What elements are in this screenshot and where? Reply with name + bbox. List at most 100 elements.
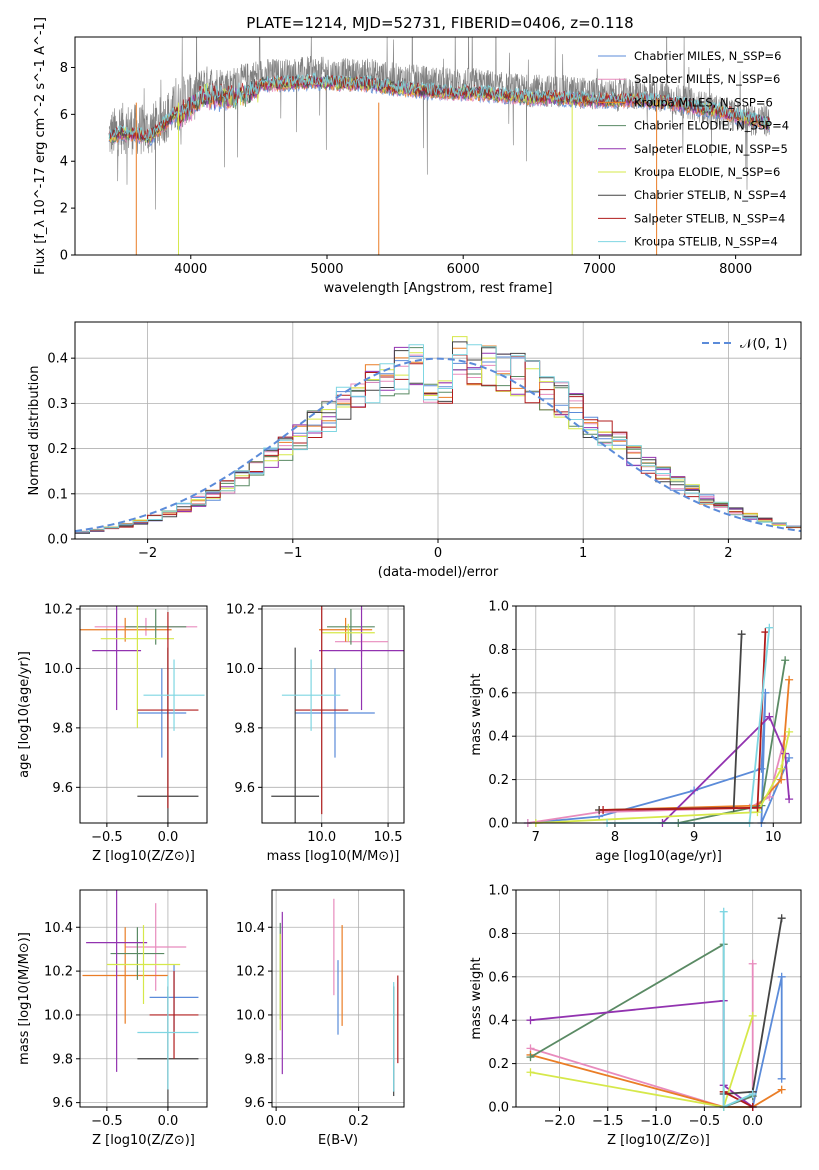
y-tick-label: 0.8	[488, 643, 509, 658]
age-vs-Z-frame	[79, 605, 208, 824]
y-tick-label: 10.2	[236, 965, 265, 980]
x-tick-label: 6000	[447, 262, 480, 277]
x-axis-label: age [log10(age/yr)]	[595, 849, 722, 864]
x-tick-label: 4000	[174, 262, 207, 277]
series-marker	[737, 630, 746, 639]
error-bar-point	[321, 623, 375, 642]
x-tick-label: 9	[690, 830, 698, 845]
y-tick-label: 1.0	[488, 600, 509, 615]
y-tick-label: 9.8	[234, 721, 255, 736]
y-tick-label: 0.6	[488, 686, 509, 701]
series-marker	[765, 712, 774, 721]
error-bar-point	[319, 606, 404, 711]
series-marker	[599, 805, 608, 814]
error-bar-point	[92, 606, 142, 711]
x-tick-label: 0.2	[348, 1114, 369, 1129]
series-marker	[748, 1011, 757, 1020]
error-bar-point	[137, 668, 187, 758]
axes-mass-weight-vs-Z: −2.0 −1.5 −1.0 −0.5 0.0 0.0 0.2 0.4 0.6 0.8 1.0	[488, 884, 801, 1129]
series-marker	[777, 775, 786, 784]
x-axis-label: E(B-V)	[318, 1133, 358, 1148]
x-tick-label: 0	[434, 546, 442, 561]
x-tick-label: 0.0	[266, 1114, 287, 1129]
mass-vs-EBV-frame	[271, 889, 405, 1108]
series-marker	[777, 1085, 786, 1094]
error-bar-point	[100, 606, 175, 728]
series-line-8	[723, 1091, 754, 1108]
y-tick-label: 9.8	[52, 721, 73, 736]
error-bar-point	[271, 647, 320, 823]
error-bar-point	[327, 608, 375, 645]
age-vs-mass-plot	[271, 606, 404, 823]
x-tick-label: 0.0	[742, 1114, 763, 1129]
series-marker	[777, 914, 786, 923]
histogram-9	[75, 344, 801, 539]
model-line-9	[108, 71, 770, 142]
error-bar-point	[281, 659, 341, 731]
series-marker	[781, 656, 790, 665]
error-bar-point	[82, 927, 168, 1024]
x-tick-label: 5000	[310, 262, 343, 277]
error-bar-point	[295, 668, 375, 758]
axes-residuals: −2 −1 0 1 2 0.0 0.1 0.2 0.3 0.4	[47, 322, 801, 561]
y-tick-label: 0.2	[488, 1057, 509, 1072]
data-spectrum-line	[108, 37, 770, 210]
error-bar-point	[143, 659, 205, 731]
spectrum-legend: Chabrier MILES, N_SSP=6 Salpeter MILES, N…	[598, 49, 789, 249]
axes-spectrum: 4000 5000 6000 7000 8000 0 2 4 6 8	[60, 61, 752, 277]
x-tick-label: 10	[765, 830, 782, 845]
x-axis-label: Z [log10(Z/Z⊙)]	[92, 1133, 195, 1148]
legend-label: Salpeter STELIB, N_SSP=4	[634, 211, 785, 225]
y-tick-label: 0.6	[488, 970, 509, 985]
x-tick-label: −1.5	[592, 1114, 624, 1129]
x-tick-label: −0.5	[91, 830, 123, 845]
error-bar-point	[295, 606, 349, 815]
mass-vs-Z-frame	[79, 889, 208, 1108]
series-marker	[526, 1016, 535, 1025]
y-tick-label: 9.8	[52, 1052, 73, 1067]
series-marker	[785, 795, 794, 804]
x-tick-label: −1	[283, 546, 302, 561]
y-tick-label: 0.4	[488, 1014, 509, 1029]
y-tick-label: 10.4	[44, 921, 73, 936]
x-tick-label: 8	[611, 830, 619, 845]
series-marker	[748, 959, 757, 968]
y-axis-label: mass weight	[469, 957, 484, 1039]
y-tick-label: 9.6	[244, 1096, 265, 1111]
x-axis-label: mass [log10(M/M⊙)]	[267, 849, 400, 864]
legend-label: Salpeter ELODIE, N_SSP=5	[634, 142, 788, 156]
mass-weight-vs-Z-frame	[515, 889, 802, 1108]
error-bar-point	[106, 925, 181, 1004]
x-axis-label: Z [log10(Z/Z⊙)]	[92, 849, 195, 864]
y-tick-label: 9.6	[234, 781, 255, 796]
series-marker	[777, 972, 786, 981]
y-tick-label: 9.6	[52, 781, 73, 796]
series-marker	[526, 1068, 535, 1077]
series-marker	[785, 675, 794, 684]
x-tick-label: 10.5	[374, 830, 403, 845]
x-tick-label: 0.0	[158, 830, 179, 845]
y-tick-label: 6	[60, 108, 68, 123]
x-tick-label: −1.0	[640, 1114, 672, 1129]
age-vs-Z-plot	[80, 606, 205, 823]
histogram-frame	[74, 321, 802, 540]
x-tick-label: −0.5	[689, 1114, 721, 1129]
legend-label: Chabrier ELODIE, N_SSP=4	[634, 119, 789, 133]
series-marker	[785, 727, 794, 736]
y-tick-label: 0.3	[47, 397, 68, 412]
x-axis-label: wavelength [Angstrom, rest frame]	[324, 281, 553, 296]
histogram-plot	[75, 336, 801, 539]
axes-mass-vs-Z: −0.5 0.0 9.6 9.8 10.0 10.2 10.4	[44, 890, 207, 1129]
y-tick-label: 9.6	[52, 1096, 73, 1111]
y-tick-label: 0.1	[47, 487, 68, 502]
y-tick-label: 0.4	[488, 730, 509, 745]
x-tick-label: −2	[138, 546, 157, 561]
y-tick-label: 10.4	[236, 921, 265, 936]
series-marker	[526, 1053, 535, 1062]
x-tick-label: 7000	[583, 262, 616, 277]
series-marker	[777, 764, 786, 773]
y-tick-label: 10.2	[44, 602, 73, 617]
x-axis-label: (data-model)/error	[378, 565, 499, 580]
axes-mass-vs-EBV: 0.0 0.2 9.6 9.8 10.0 10.2 10.4	[236, 890, 404, 1129]
